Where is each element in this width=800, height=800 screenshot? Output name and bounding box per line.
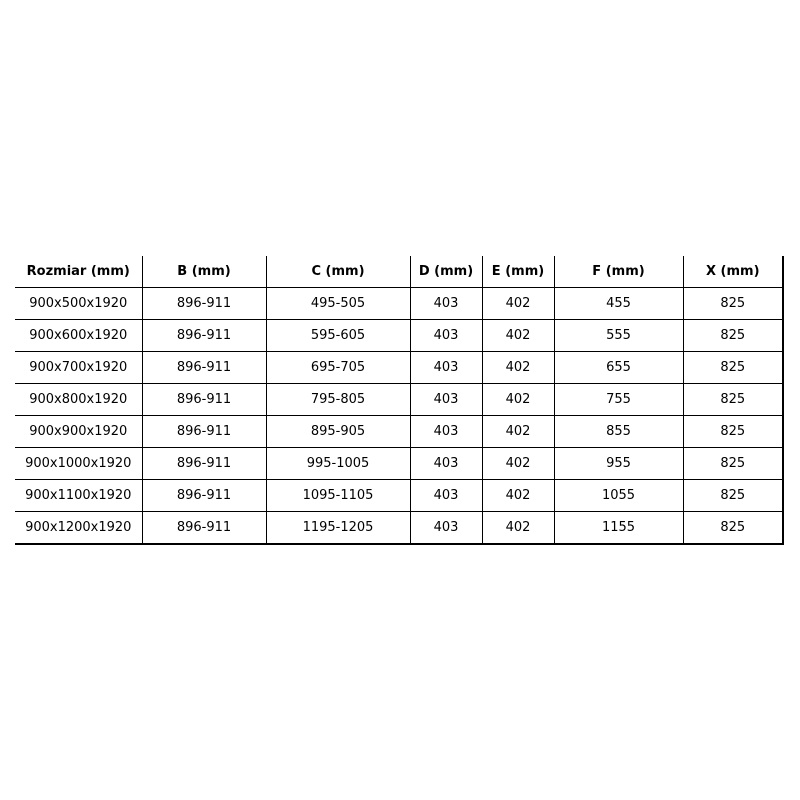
table-cell: 402 [481,351,554,384]
table-cell: 895-905 [265,415,410,448]
table-cell: 900x900x1920 [15,415,142,448]
table-cell: 555 [553,319,683,352]
table-cell: 1155 [553,511,683,545]
table-row: 900x900x1920 896-911 895-905 403 402 855 825 [15,415,784,448]
table-cell: 825 [682,351,784,384]
table-cell: 403 [409,383,482,416]
table-cell: 403 [409,447,482,480]
table-cell: 755 [553,383,683,416]
table-cell: 403 [409,287,482,320]
table-cell: 825 [682,447,784,480]
table-cell: 402 [481,511,554,545]
table-cell: 825 [682,319,784,352]
table-cell: 403 [409,415,482,448]
table-cell: 900x800x1920 [15,383,142,416]
table-cell: 595-605 [265,319,410,352]
table-row: 900x1100x1920 896-911 1095-1105 403 402 1055 8… [15,479,784,512]
table-row: 900x1000x1920 896-911 995-1005 403 402 955 825 [15,447,784,480]
table-cell: 896-911 [141,351,266,384]
table-cell: 825 [682,511,784,545]
table-cell: 495-505 [265,287,410,320]
table-cell: 795-805 [265,383,410,416]
table-row: 900x1200x1920 896-911 1195-1205 403 402 1155 8… [15,511,784,545]
header-row: Rozmiar (mm) B (mm) C (mm) D (mm) E (mm) F (m… [15,256,784,288]
table-cell: 403 [409,479,482,512]
table-cell: 896-911 [141,383,266,416]
table-row: 900x600x1920 896-911 595-605 403 402 555 825 [15,319,784,352]
table-cell: 955 [553,447,683,480]
table-cell: 825 [682,415,784,448]
table-cell: 695-705 [265,351,410,384]
table-cell: 896-911 [141,415,266,448]
table-cell: 402 [481,287,554,320]
table-cell: 900x700x1920 [15,351,142,384]
table-cell: 825 [682,287,784,320]
table-cell: 825 [682,479,784,512]
table-cell: 403 [409,319,482,352]
table-cell: 1195-1205 [265,511,410,545]
table-cell: 403 [409,351,482,384]
table-cell: 402 [481,447,554,480]
table-cell: 825 [682,383,784,416]
table-cell: 403 [409,511,482,545]
table-row: 900x700x1920 896-911 695-705 403 402 655 825 [15,351,784,384]
table-cell: 896-911 [141,319,266,352]
column-header: C (mm) [265,256,410,288]
table-cell: 1095-1105 [265,479,410,512]
table-cell: 896-911 [141,287,266,320]
dimensions-table: Rozmiar (mm) B (mm) C (mm) D (mm) E (mm) F (m… [15,256,784,545]
table-cell: 402 [481,479,554,512]
table-cell: 1055 [553,479,683,512]
table-cell: 655 [553,351,683,384]
table-row: 900x800x1920 896-911 795-805 403 402 755 825 [15,383,784,416]
column-header: D (mm) [409,256,482,288]
table-cell: 855 [553,415,683,448]
table-cell: 455 [553,287,683,320]
column-header: Rozmiar (mm) [15,256,142,288]
table-cell: 900x600x1920 [15,319,142,352]
table-cell: 402 [481,415,554,448]
column-header: X (mm) [682,256,784,288]
table-row: 900x500x1920 896-911 495-505 403 402 455 825 [15,287,784,320]
table-cell: 900x500x1920 [15,287,142,320]
table-cell: 900x1000x1920 [15,447,142,480]
table-cell: 900x1200x1920 [15,511,142,545]
column-header: E (mm) [481,256,554,288]
table-cell: 896-911 [141,447,266,480]
table-cell: 896-911 [141,479,266,512]
table-cell: 900x1100x1920 [15,479,142,512]
table-cell: 402 [481,319,554,352]
column-header: F (mm) [553,256,683,288]
table-cell: 402 [481,383,554,416]
column-header: B (mm) [141,256,266,288]
table-cell: 896-911 [141,511,266,545]
table-cell: 995-1005 [265,447,410,480]
